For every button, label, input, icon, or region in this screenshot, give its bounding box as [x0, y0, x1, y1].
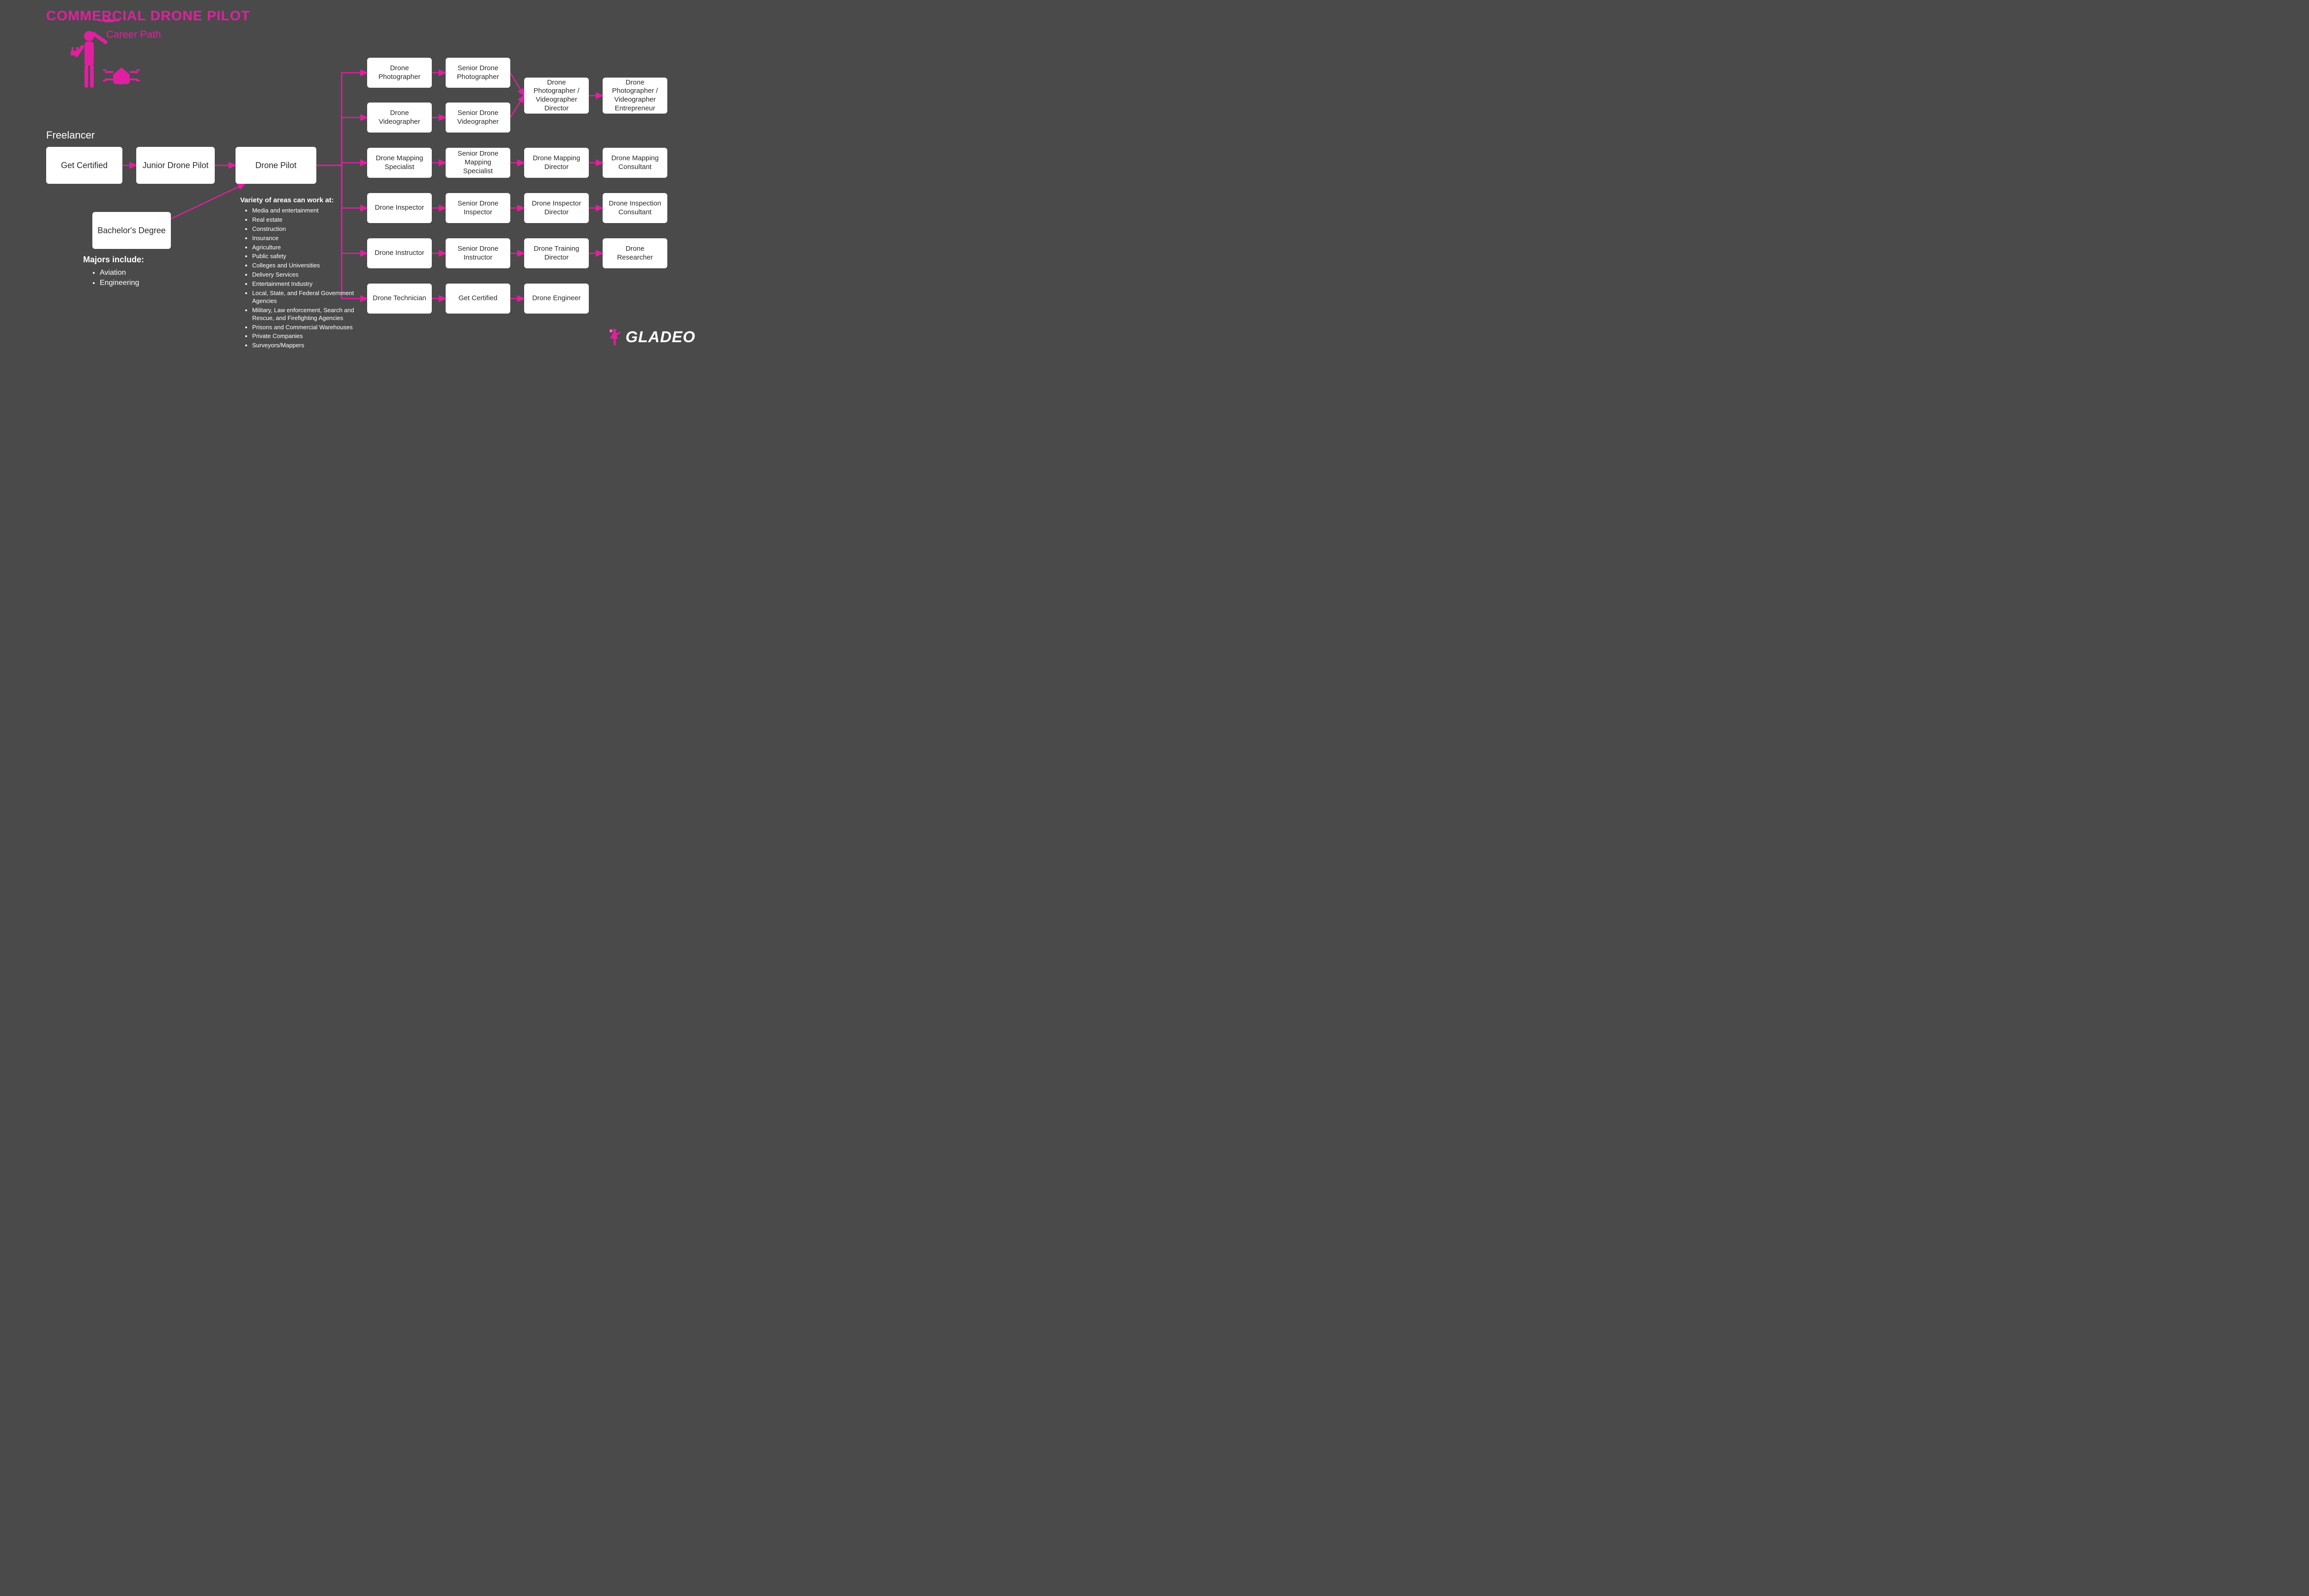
node-insp: Drone Inspector	[367, 193, 432, 223]
edge-pilot-map	[316, 163, 367, 166]
gladeo-logo-text: GLADEO	[626, 328, 695, 346]
node-tech: Drone Technician	[367, 284, 432, 314]
freelancer-label: Freelancer	[46, 129, 95, 141]
edge-bachelor-pilot	[171, 184, 245, 219]
variety-item: Delivery Services	[252, 271, 364, 279]
variety-item: Private Companies	[252, 332, 364, 340]
majors-header: Majors include:	[83, 255, 144, 265]
node-junior: Junior Drone Pilot	[136, 147, 215, 184]
variety-item: Military, Law enforcement, Search and Re…	[252, 307, 364, 322]
node-sphoto: Senior Drone Photographer	[446, 58, 510, 88]
node-video: Drone Videographer	[367, 103, 432, 133]
node-photo: Drone Photographer	[367, 58, 432, 88]
node-cert2: Get Certified	[446, 284, 510, 314]
variety-item: Local, State, and Federal Government Age…	[252, 290, 364, 305]
variety-item: Surveyors/Mappers	[252, 342, 364, 350]
node-inst: Drone Instructor	[367, 238, 432, 268]
edge-pilot-video	[316, 118, 367, 166]
variety-item: Construction	[252, 225, 364, 233]
variety-item: Public safety	[252, 253, 364, 260]
variety-list: Media and entertainmentReal estateConstr…	[244, 207, 364, 351]
node-svideo: Senior Drone Videographer	[446, 103, 510, 133]
variety-header: Variety of areas can work at:	[240, 196, 334, 204]
majors-list: Aviation Engineering	[91, 269, 139, 289]
variety-item: Entertainment Industry	[252, 280, 364, 288]
gladeo-icon: G	[608, 328, 621, 346]
node-sinsp: Senior Drone Inspector	[446, 193, 510, 223]
variety-item: Colleges and Universities	[252, 262, 364, 270]
node-smap: Senior Drone Mapping Specialist	[446, 148, 510, 178]
node-eng: Drone Engineer	[524, 284, 589, 314]
node-pilot: Drone Pilot	[236, 147, 316, 184]
variety-item: Agriculture	[252, 244, 364, 252]
node-traindir: Drone Training Director	[524, 238, 589, 268]
node-inspcon: Drone Inspection Consultant	[603, 193, 667, 223]
variety-item: Insurance	[252, 235, 364, 242]
edge-pilot-photo	[316, 73, 367, 166]
variety-item: Prisons and Commercial Warehouses	[252, 324, 364, 332]
majors-item: Engineering	[100, 279, 139, 287]
svg-text:G: G	[610, 330, 612, 333]
node-mapdir: Drone Mapping Director	[524, 148, 589, 178]
majors-item: Aviation	[100, 269, 139, 277]
node-map: Drone Mapping Specialist	[367, 148, 432, 178]
drone-pilot-icon	[62, 18, 141, 95]
node-mapcon: Drone Mapping Consultant	[603, 148, 667, 178]
node-inspdir: Drone Inspector Director	[524, 193, 589, 223]
node-sinst: Senior Drone Instructor	[446, 238, 510, 268]
node-pvdir: Drone Photographer / Videographer Direct…	[524, 78, 589, 114]
node-pvent: Drone Photographer / Videographer Entrep…	[603, 78, 667, 114]
variety-item: Media and entertainment	[252, 207, 364, 215]
gladeo-logo: G GLADEO	[608, 328, 695, 346]
edge-svideo-pvdir	[510, 96, 524, 118]
variety-item: Real estate	[252, 216, 364, 224]
node-research: Drone Researcher	[603, 238, 667, 268]
edge-sphoto-pvdir	[510, 73, 524, 96]
node-bachelor: Bachelor's Degree	[92, 212, 171, 249]
node-cert1: Get Certified	[46, 147, 122, 184]
